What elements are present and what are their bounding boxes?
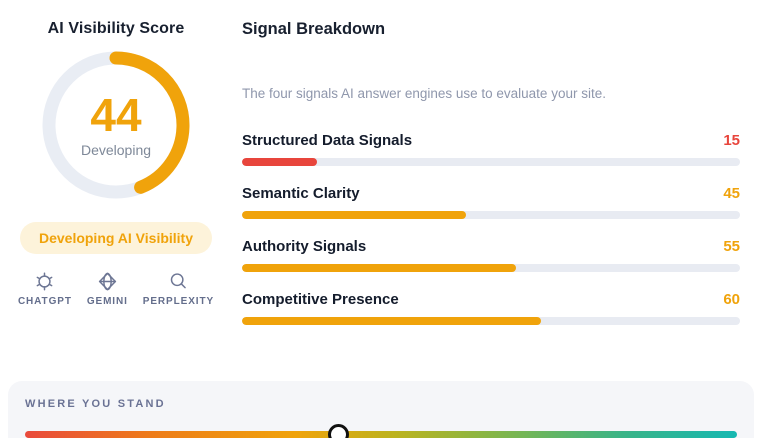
signal-label: Structured Data Signals [242, 132, 413, 149]
where-you-stand-title: WHERE YOU STAND [25, 398, 166, 410]
engine-chatgpt-label: CHATGPT [17, 296, 72, 307]
signal-progress-track [242, 317, 740, 325]
engine-gemini: GEMINI [87, 271, 128, 307]
signal-progress-track [242, 211, 740, 219]
signal-row-authority-signals: Authority Signals 55 [242, 238, 740, 272]
where-you-stand-card: WHERE YOU STAND NEEDS WORK DEVELOPING ST… [8, 381, 754, 438]
engine-chatgpt: CHATGPT [18, 271, 72, 307]
signal-value: 15 [723, 132, 740, 149]
engine-gemini-label: GEMINI [86, 296, 128, 307]
signal-row-structured-data: Structured Data Signals 15 [242, 132, 740, 166]
visibility-score-panel: AI Visibility Score 44 Developing Develo… [10, 10, 222, 344]
signal-row-semantic-clarity: Semantic Clarity 45 [242, 185, 740, 219]
signal-row-competitive-presence: Competitive Presence 60 [242, 291, 740, 325]
score-position-marker[interactable] [328, 424, 350, 438]
signal-label: Authority Signals [242, 238, 367, 255]
visibility-score-title: AI Visibility Score [47, 20, 185, 37]
score-position-slider [25, 424, 737, 438]
top-section: AI Visibility Score 44 Developing Develo… [10, 10, 740, 344]
signal-progress-fill [242, 211, 467, 219]
signal-progress-fill [242, 264, 516, 272]
signal-progress-track [242, 264, 740, 272]
visibility-status-badge: Developing AI Visibility [19, 222, 213, 254]
signal-label: Semantic Clarity [242, 185, 360, 202]
signal-progress-fill [242, 317, 541, 325]
signal-value: 55 [723, 238, 740, 255]
answer-engines-row: CHATGPT GEMINI PERPLEXITY [10, 271, 222, 307]
signal-value: 45 [723, 185, 740, 202]
engine-perplexity-label: PERPLEXITY [142, 296, 215, 307]
signal-progress-track [242, 158, 740, 166]
score-gradient-track [25, 431, 737, 438]
chatgpt-icon [36, 272, 53, 291]
signal-breakdown-title: Signal Breakdown [242, 20, 386, 38]
signal-label: Competitive Presence [242, 291, 399, 308]
score-gauge-ring [42, 51, 190, 199]
signal-breakdown-description: The four signals AI answer engines use t… [242, 86, 606, 101]
engine-perplexity: PERPLEXITY [143, 271, 214, 307]
signal-list: Structured Data Signals 15 Semantic Clar… [242, 132, 740, 325]
signal-value: 60 [723, 291, 740, 308]
score-gauge: 44 Developing [35, 44, 197, 206]
gauge-progress-ring [42, 51, 190, 199]
perplexity-icon [170, 273, 186, 289]
signal-progress-fill [242, 158, 317, 166]
gemini-icon [98, 272, 116, 291]
signal-breakdown-panel: Signal Breakdown The four signals AI ans… [242, 10, 740, 344]
